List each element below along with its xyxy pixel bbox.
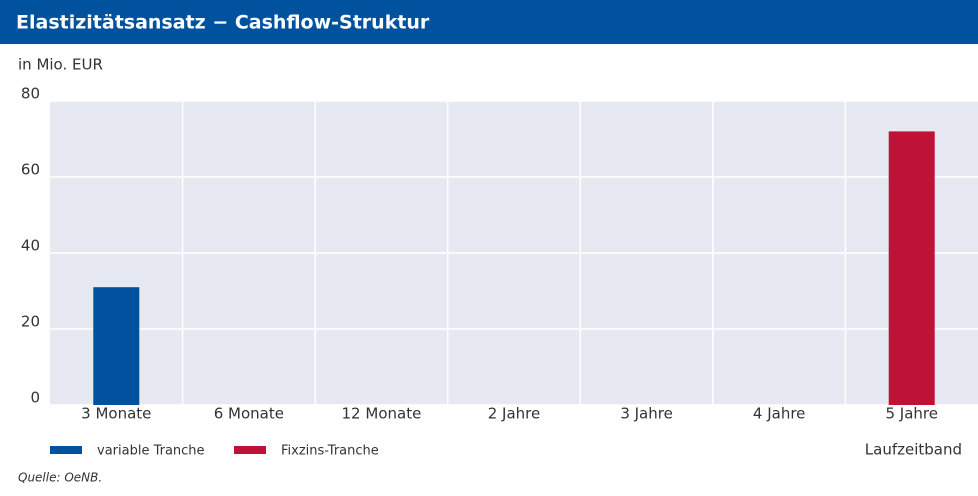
y-tick-label: 20: [21, 313, 40, 331]
x-tick-label: 2 Jahre: [488, 405, 541, 423]
x-tick-label: 5 Jahre: [885, 405, 938, 423]
x-tick-label: 3 Jahre: [620, 405, 673, 423]
x-tick-label: 6 Monate: [214, 405, 284, 423]
x-tick-label: 4 Jahre: [753, 405, 806, 423]
x-tick-label: 12 Monate: [342, 405, 422, 423]
y-axis-label: in Mio. EUR: [18, 56, 103, 74]
y-tick-label: 0: [30, 389, 40, 407]
legend-swatch: [50, 446, 82, 454]
y-tick-label: 60: [21, 161, 40, 179]
legend-swatch: [234, 446, 266, 454]
y-tick-label: 80: [21, 85, 40, 103]
bar: [888, 131, 935, 405]
chart-title: Elastizitätsansatz − Cashflow-Struktur: [16, 12, 430, 34]
legend-label: variable Tranche: [97, 444, 205, 459]
bar: [93, 287, 140, 405]
legend-label: Fixzins-Tranche: [281, 444, 379, 459]
x-tick-label: 3 Monate: [81, 405, 151, 423]
x-axis-label: Laufzeitband: [865, 441, 962, 459]
source: Quelle: OeNB.: [18, 471, 102, 485]
y-tick-label: 40: [21, 237, 40, 255]
title-bar: [0, 0, 978, 44]
